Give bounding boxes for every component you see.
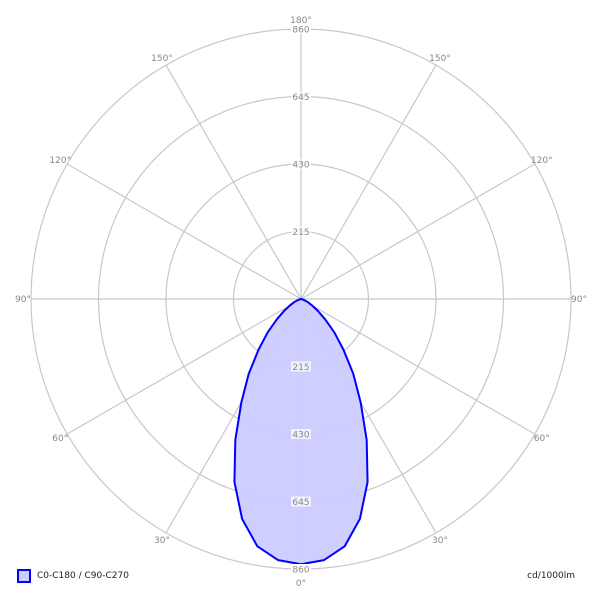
angle-tick-label: 30° <box>432 536 448 546</box>
angle-tick-label: 60° <box>534 434 550 444</box>
angle-tick-label: 90° <box>571 295 587 305</box>
radial-tick-label: 860 <box>292 26 309 36</box>
radial-tick-label: 430 <box>292 161 309 171</box>
radial-label-bg <box>291 564 311 574</box>
angle-tick-label: 90° <box>15 295 31 305</box>
radial-tick-label: 860 <box>292 566 309 576</box>
angle-tick-label: 120° <box>531 156 553 166</box>
angle-tick-label: 30° <box>154 536 170 546</box>
radial-tick-label: 215 <box>292 228 309 238</box>
angle-tick-label: 120° <box>49 156 71 166</box>
legend-label: C0-C180 / C90-C270 <box>37 571 129 581</box>
angle-tick-label: 180° <box>290 16 312 26</box>
radial-label-bg <box>291 429 311 439</box>
radial-label-bg <box>291 226 311 237</box>
radial-tick-label: 215 <box>292 363 309 373</box>
unit-label: cd/1000lm <box>527 571 575 581</box>
radial-tick-label: 430 <box>292 431 309 441</box>
angle-tick-label: 150° <box>429 54 451 64</box>
radial-tick-label: 645 <box>292 498 309 508</box>
radial-label-bg <box>291 496 311 507</box>
radial-tick-label: 645 <box>292 93 309 103</box>
radial-label-bg <box>291 91 311 102</box>
legend-swatch <box>17 569 31 583</box>
radial-label-bg <box>291 361 311 372</box>
angle-tick-label: 60° <box>52 434 68 444</box>
angle-tick-label: 150° <box>151 54 173 64</box>
radial-label-bg <box>291 159 311 169</box>
angle-tick-label: 0° <box>296 579 306 589</box>
radial-label-bg <box>291 24 311 34</box>
legend: C0-C180 / C90-C270 <box>17 569 129 583</box>
